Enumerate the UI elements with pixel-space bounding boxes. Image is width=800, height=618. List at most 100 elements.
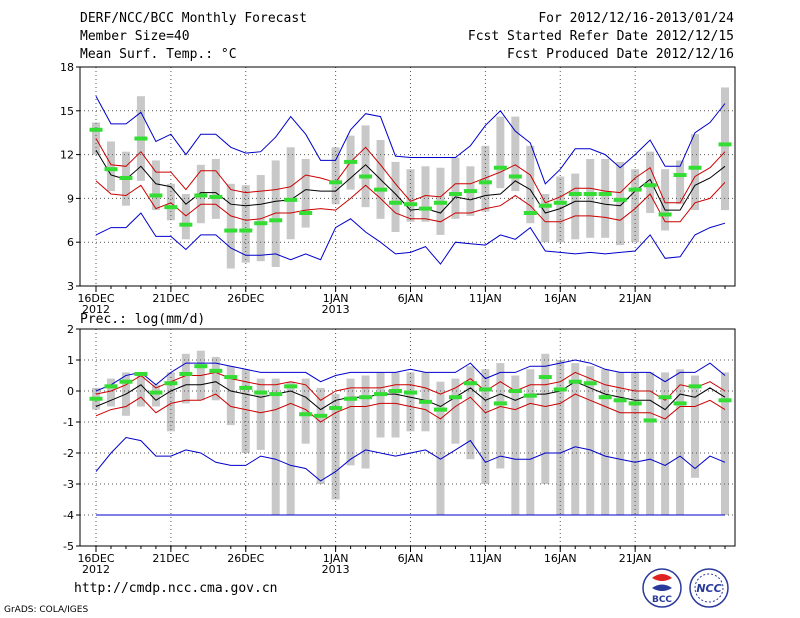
x-tick-label: 21JAN [619,552,652,565]
spread-box [361,125,370,208]
median-marker [209,368,223,373]
max-line [95,359,726,392]
x-tick-label: 11JAN [469,552,502,565]
median-marker [478,180,492,185]
spread-box [661,169,670,231]
member-size: Member Size=40 [80,29,190,44]
median-marker [269,392,283,397]
spread-box [721,87,729,211]
ensemble-mean-line [95,381,726,411]
y-tick-label: 12 [60,149,74,162]
median-marker [104,384,118,389]
spread-box [691,375,700,478]
median-marker [389,200,403,205]
spread-box [496,116,505,189]
spread-box [481,145,490,212]
spread-box [331,394,340,500]
median-marker [299,412,313,417]
y-tick-label: 6 [67,236,74,249]
median-marker [284,197,298,202]
y-tick-label: 1 [67,354,74,367]
spread-box [346,378,355,466]
plot-frame [79,66,736,287]
spread-box [556,176,565,243]
spread-box [616,161,625,246]
x-tick-label: 1JAN [323,292,349,305]
median-marker [448,192,462,197]
spread-box [511,375,520,515]
spread-box [676,160,685,205]
median-marker [553,200,567,205]
median-marker [404,202,417,207]
spread-box [421,166,430,222]
median-marker [418,399,432,404]
spread-box [271,378,280,515]
x-tick-label: 16JAN [544,292,577,305]
spread-box [226,366,235,426]
min-line [95,436,726,482]
median-marker [389,389,403,393]
median-marker [284,384,298,389]
median-marker [718,142,732,147]
spread-box [661,372,670,515]
median-marker [254,390,268,395]
x-year-label: 2013 [322,563,350,576]
median-marker [568,192,582,197]
spread-box [316,387,325,484]
median-marker [418,206,432,211]
y-tick-label: -3 [63,478,74,491]
x-tick-label: 1JAN [323,552,349,565]
median-marker [119,175,133,180]
median-marker [658,212,672,217]
median-marker [104,167,118,172]
median-marker [119,379,133,384]
median-marker [478,387,492,392]
spread-box [526,369,535,515]
spread-box [376,372,385,438]
plot-frame [79,328,736,547]
median-marker [628,401,642,406]
spread-box [256,175,265,262]
y-tick-label: -4 [63,509,74,522]
y-tick-label: -2 [63,447,74,460]
median-marker [583,381,597,386]
median-marker [583,192,597,197]
mean-plus-sd-line [95,138,726,204]
footer-url[interactable]: http://cmdp.ncc.cma.gov.cn [74,581,278,596]
spread-box [181,194,190,240]
produced-date: Fcst Produced Date 2012/12/16 [507,47,734,62]
x-tick-label: 16DEC [77,552,114,565]
x-tick-label: 21JAN [619,292,652,305]
y-tick-label: 15 [60,105,74,118]
x-tick-label: 21DEC [152,552,189,565]
median-marker [538,203,552,208]
median-marker [374,187,388,192]
y-tick-label: 2 [67,323,74,336]
median-marker [598,395,612,400]
x-year-label: 2012 [82,303,110,316]
spread-box [526,145,535,224]
spread-box [211,158,220,219]
median-marker [329,406,343,411]
spread-box [451,378,460,444]
median-marker [134,371,148,376]
median-marker [448,395,462,400]
median-marker [553,387,567,392]
median-marker [404,390,417,395]
spread-box [541,194,550,243]
spread-box [586,366,595,515]
spread-box [271,160,280,268]
median-marker [89,396,103,401]
median-marker [164,381,178,386]
spread-box [571,363,580,515]
median-marker [688,165,702,170]
median-marker [344,159,358,164]
median-marker [598,192,612,197]
spread-box [181,353,190,404]
x-tick-label: 6JAN [398,292,424,305]
grads-credit: GrADS: COLA/IGES [4,605,89,615]
spread-box [601,369,610,515]
median-marker [314,413,328,418]
spread-box [136,372,145,407]
median-marker [538,375,552,380]
